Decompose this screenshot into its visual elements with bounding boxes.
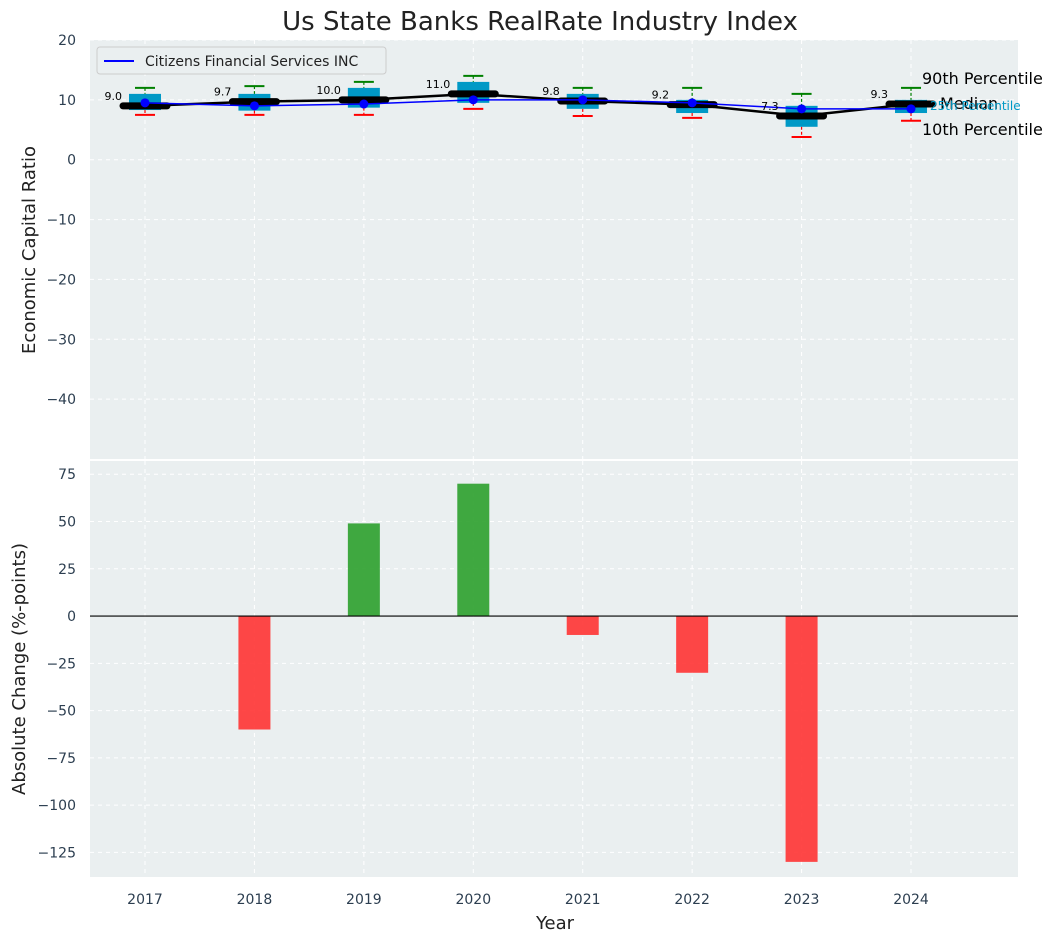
median-value-label: 10.0 (316, 84, 341, 97)
top-y-tick-label: 20 (58, 33, 76, 49)
x-axis-label: Year (535, 913, 575, 934)
top-y-tick-label: −10 (46, 213, 76, 229)
top-y-tick-label: −30 (46, 332, 76, 348)
bottom-y-tick-label: 50 (58, 515, 76, 531)
company-point (468, 95, 478, 105)
x-tick-label: 2018 (237, 892, 273, 908)
bottom-y-tick-label: −100 (38, 798, 76, 814)
p90-annotation: 90th Percentile (922, 69, 1043, 88)
median-value-label: 7.3 (761, 100, 779, 113)
p10-annotation: 10th Percentile (922, 120, 1043, 139)
x-tick-label: 2023 (784, 892, 820, 908)
median-value-label: 11.0 (426, 78, 451, 91)
chart-title: Us State Banks RealRate Industry Index (282, 7, 798, 37)
x-tick-label: 2017 (127, 892, 163, 908)
x-tick-label: 2019 (346, 892, 382, 908)
legend-box (96, 46, 387, 75)
legend: Citizens Financial Services INC (96, 46, 387, 75)
company-point (249, 101, 259, 111)
bottom-panel-background (90, 461, 1018, 877)
top-y-tick-label: 10 (58, 93, 76, 109)
company-point (687, 98, 697, 108)
change-bar (566, 616, 599, 635)
company-point (359, 99, 369, 109)
top-lines (140, 92, 916, 118)
x-ticks: 2017 2018 2019 2020 2021 2022 2023 2024 (127, 892, 929, 908)
bottom-y-tick-label: −25 (46, 656, 76, 672)
top-y-tick-label: −20 (46, 272, 76, 288)
legend-label: Citizens Financial Services INC (145, 54, 358, 70)
x-tick-label: 2020 (455, 892, 491, 908)
x-tick-label: 2022 (674, 892, 710, 908)
median-value-label: 9.0 (105, 90, 123, 103)
bottom-panel: 75 50 25 0 −25 −50 −75 −100 −125 Absolute Change… (9, 461, 1018, 877)
median-value-label: 9.8 (542, 85, 560, 98)
median-value-label: 9.3 (871, 88, 889, 101)
median-value-label: 9.2 (652, 89, 670, 102)
top-panel: 20 10 0 −10 −20 −30 −40 9.0 9.7 10.0 11.0 9.8 9.2 7.… (19, 33, 1043, 459)
top-y-tick-label: −40 (46, 392, 76, 408)
bottom-y-axis-label: Absolute Change (%-points) (9, 543, 30, 795)
median-value-label: 9.7 (214, 86, 232, 99)
median-annotation: Median (940, 94, 998, 113)
change-bar (238, 616, 271, 730)
bottom-y-ticks: 75 50 25 0 −25 −50 −75 −100 −125 (38, 467, 76, 861)
company-point (906, 104, 916, 114)
top-y-axis-label: Economic Capital Ratio (19, 146, 40, 354)
top-median-labels: 9.0 9.7 10.0 11.0 9.8 9.2 7.3 9.3 (105, 78, 889, 113)
change-bar (676, 616, 709, 673)
bottom-y-tick-label: −75 (46, 751, 76, 767)
bottom-y-tick-label: 25 (58, 562, 76, 578)
bottom-y-tick-label: 75 (58, 467, 76, 483)
top-y-ticks: 20 10 0 −10 −20 −30 −40 (46, 33, 76, 408)
median-line (144, 92, 912, 118)
bottom-y-tick-label: −50 (46, 704, 76, 720)
change-bar (785, 616, 818, 862)
bottom-bars (238, 483, 818, 862)
company-point (797, 104, 807, 114)
change-bar (457, 483, 490, 617)
x-tick-label: 2024 (893, 892, 929, 908)
change-bar (347, 523, 380, 617)
bottom-y-tick-label: −125 (38, 845, 76, 861)
company-point (140, 98, 150, 108)
company-point (578, 95, 588, 105)
x-tick-label: 2021 (565, 892, 601, 908)
company-line (144, 99, 912, 110)
p25-annotation: 25th Percentile (930, 99, 1021, 113)
bottom-y-tick-label: 0 (67, 609, 76, 625)
top-y-tick-label: 0 (67, 153, 76, 169)
